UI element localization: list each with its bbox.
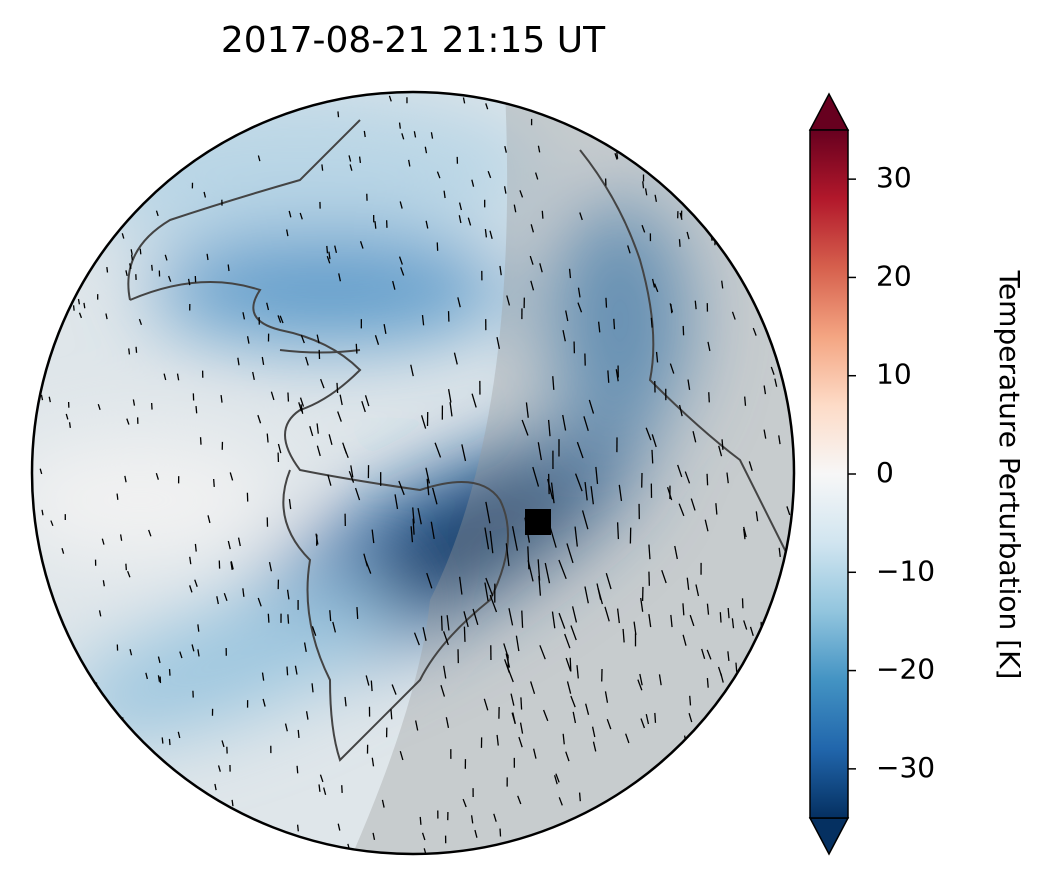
colorbar-tick-label: 0 bbox=[876, 456, 894, 489]
colorbar-tick-label: −30 bbox=[876, 751, 935, 784]
colorbar-tick-label: 20 bbox=[876, 259, 912, 292]
colorbar-tick-label: −10 bbox=[876, 554, 935, 587]
marker bbox=[525, 509, 551, 535]
colorbar-tick-label: 10 bbox=[876, 358, 912, 391]
colorbar-tick-label: −20 bbox=[876, 653, 935, 686]
colorbar: −30 −20 −10 0 10 20 30 bbox=[810, 94, 935, 854]
chart-title: 2017-08-21 21:15 UT bbox=[221, 20, 606, 61]
colorbar-label: Temperature Perturbation [K] bbox=[993, 270, 1026, 680]
colorbar-body bbox=[810, 130, 848, 818]
colorbar-tick-label: 30 bbox=[876, 161, 912, 194]
colorbar-extend-bottom bbox=[810, 818, 848, 854]
colorbar-extend-top bbox=[810, 94, 848, 130]
